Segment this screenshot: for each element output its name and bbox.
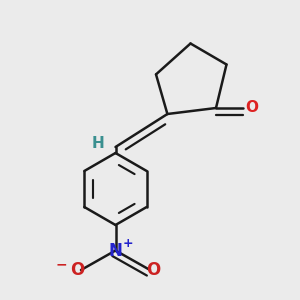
Text: −: −	[56, 257, 67, 271]
Text: +: +	[123, 237, 134, 250]
Text: O: O	[146, 261, 161, 279]
Text: N: N	[109, 242, 122, 260]
Text: O: O	[245, 100, 259, 116]
Text: H: H	[92, 136, 104, 152]
Text: O: O	[70, 261, 85, 279]
